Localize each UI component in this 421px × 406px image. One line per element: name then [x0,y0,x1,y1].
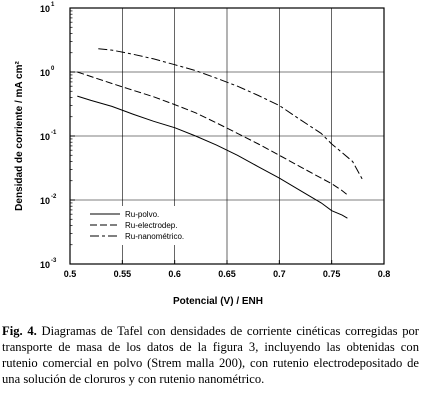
y-tick-exponent: -2 [51,194,57,200]
x-tick-label: 0.5 [64,269,77,279]
legend-entry: Ru-polvo. [125,210,159,219]
figure-label: Fig. 4. [2,324,37,338]
legend-entry: Ru-electrodep. [125,221,177,230]
x-tick-label: 0.55 [114,269,132,279]
caption-text: Diagramas de Tafel con densidades de cor… [2,324,419,386]
x-tick-label: 0.6 [168,269,181,279]
y-tick-exponent: -1 [51,130,57,136]
y-tick-label: 10 [40,132,50,142]
grid-lines [70,8,384,264]
y-tick-label: 10 [40,68,50,78]
figure-caption: Fig. 4. Diagramas de Tafel con densidade… [2,323,419,387]
x-axis-label: Potencial (V) / ENH [173,296,263,307]
y-tick-exponent: 1 [51,2,55,8]
y-tick-label: 10 [40,4,50,14]
y-tick-label: 10 [40,196,50,206]
series-line-1 [77,95,348,219]
series-line-3 [98,48,364,181]
x-tick-label: 0.75 [323,269,341,279]
series-layer [77,48,364,219]
series-line-2 [77,71,348,196]
y-axis-label: Densidad de corriente / mA cm² [14,60,25,210]
legend-box [86,206,216,245]
x-tick-label: 0.65 [218,269,236,279]
y-tick-exponent: -3 [51,258,57,264]
y-tick-label: 10 [40,260,50,270]
x-tick-label: 0.7 [273,269,286,279]
x-tick-label: 0.8 [378,269,391,279]
legend-entry: Ru-nanométrico. [125,232,184,241]
y-tick-exponent: 0 [51,66,55,72]
legend: Ru-polvo. Ru-electrodep. Ru-nanométrico. [86,206,216,245]
